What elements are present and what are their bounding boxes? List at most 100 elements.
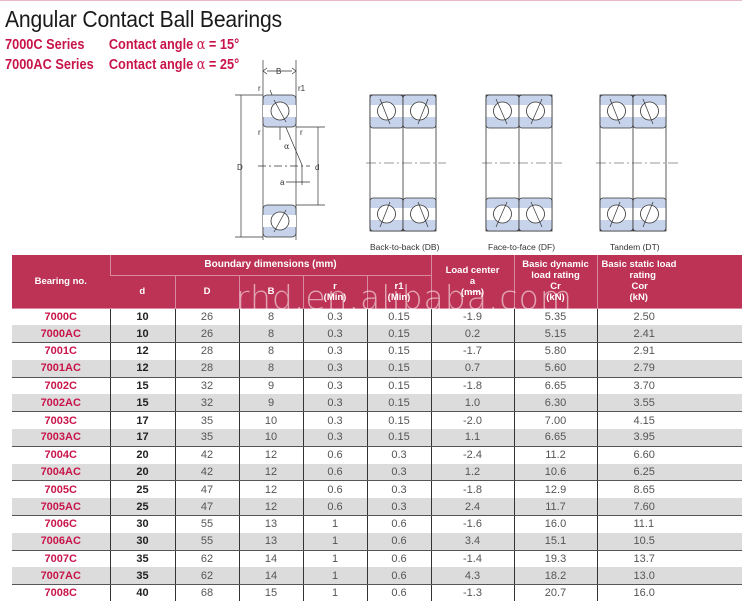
cell-r: 0.6 [302,480,367,499]
cell-B: 14 [238,567,303,586]
cell-d: 30 [109,515,175,533]
cell-Cor: 3.55 [596,394,742,413]
cell-a: 1.1 [430,429,514,447]
cell-Cr: 10.6 [513,463,597,482]
cell-r: 0.6 [302,498,367,517]
cell-B: 15 [238,584,303,601]
cell-Cor: 3.95 [596,429,742,447]
cell-D: 42 [174,446,239,464]
svg-text:r: r [258,84,261,93]
cell-B: 12 [238,480,303,499]
series-7000ac: 7000AC Series Contact angle α = 25° [5,57,239,73]
cell-D: 32 [174,394,239,413]
cell-Cr: 7.00 [513,411,597,430]
cell-Cr: 16.0 [513,515,597,533]
top-border [0,0,742,1]
table-row: 7005C 25 47 12 0.6 0.3 -1.8 12.9 8.65 [12,480,742,499]
cell-d: 35 [109,567,175,586]
cell-Cr: 5.35 [513,308,597,326]
svg-text:a: a [280,178,285,187]
cell-d: 20 [109,463,175,482]
cell-Cor: 2.79 [596,359,742,378]
svg-text:d: d [315,163,319,172]
col-B: B [238,275,303,309]
cell-r1: 0.3 [366,480,431,499]
cell-d: 10 [109,308,175,326]
cell-d: 12 [109,359,175,378]
series-name: 7000AC Series [5,57,94,73]
col-load-center: Load center a (mm) [430,255,514,309]
cell-B: 12 [238,446,303,464]
cell-B: 13 [238,532,303,551]
cell-Cor: 6.60 [596,446,742,464]
table-row: 7007C 35 62 14 1 0.6 -1.4 19.3 13.7 [12,550,742,568]
cell-Cr: 6.30 [513,394,597,413]
cell-B: 8 [238,325,303,344]
cell-r1: 0.6 [366,567,431,586]
cell-a: -1.8 [430,480,514,499]
caption-tandem: Tandem (DT) [610,242,660,252]
caption-face-to-face: Face-to-face (DF) [488,242,556,252]
cell-Cor: 2.50 [596,308,742,326]
cell-r1: 0.6 [366,550,431,568]
table-row: 7004AC 20 42 12 0.6 0.3 1.2 10.6 6.25 [12,463,742,482]
cell-r1: 0.3 [366,446,431,464]
cell-D: 26 [174,325,239,344]
table-row: 7001C 12 28 8 0.3 0.15 -1.7 5.80 2.91 [12,342,742,360]
cell-r1: 0.6 [366,584,431,601]
cell-Cor: 13.7 [596,550,742,568]
cell-no: 7001AC [12,359,110,378]
cell-d: 35 [109,550,175,568]
cell-d: 15 [109,394,175,413]
cell-r1: 0.15 [366,411,431,430]
caption-back-to-back: Back-to-back (DB) [370,242,440,252]
cell-d: 20 [109,446,175,464]
cell-r: 0.3 [302,429,367,447]
cell-Cor: 8.65 [596,480,742,499]
cell-a: 3.4 [430,532,514,551]
cell-r1: 0.6 [366,532,431,551]
cell-Cor: 2.91 [596,342,742,360]
cell-no: 7006AC [12,532,110,551]
cell-r: 0.6 [302,463,367,482]
cell-B: 8 [238,342,303,360]
cell-no: 7003C [44,414,77,427]
cell-r: 0.3 [302,308,367,326]
cell-d: 30 [109,532,175,551]
arrangement-diagrams-db-df [366,94,562,232]
cell-r1: 0.6 [366,515,431,533]
cell-D: 42 [174,463,239,482]
svg-text:D: D [237,163,243,172]
table-row: 7002AC 15 32 9 0.3 0.15 1.0 6.30 3.55 [12,394,742,413]
cell-d: 17 [109,429,175,447]
cell-r1: 0.15 [366,308,431,326]
cell-Cr: 20.7 [513,584,597,601]
col-r: r (Min) [302,275,367,309]
cell-r1: 0.15 [366,394,431,413]
cell-D: 26 [174,308,239,326]
cell-Cor: 11.1 [596,515,742,533]
cell-Cr: 11.7 [513,498,597,517]
svg-text:α: α [284,142,290,151]
cell-d: 15 [109,377,175,395]
cell-a: -1.4 [430,550,514,568]
cell-Cr: 5.80 [513,342,597,360]
cell-a: -1.6 [430,515,514,533]
cell-r1: 0.15 [366,377,431,395]
table-row: 7005AC 25 47 12 0.6 0.3 2.4 11.7 7.60 [12,498,742,517]
page-title: Angular Contact Ball Bearings [5,6,282,32]
svg-text:r: r [258,128,261,137]
table-row: 7003AC 17 35 10 0.3 0.15 1.1 6.65 3.95 [12,429,742,447]
cell-a: 1.0 [430,394,514,413]
cell-no: 7005C [44,483,77,496]
table-row: 7001AC 12 28 8 0.3 0.15 0.7 5.60 2.79 [12,359,742,378]
cell-D: 47 [174,498,239,517]
bearing-spec-table: Bearing no. Boundary dimensions (mm) Loa… [12,255,742,601]
cell-d: 25 [109,498,175,517]
cell-D: 35 [174,411,239,430]
cell-Cor: 7.60 [596,498,742,517]
cell-D: 55 [174,515,239,533]
cell-a: -2.4 [430,446,514,464]
cell-no: 7004AC [12,463,110,482]
table-row: 7007AC 35 62 14 1 0.6 4.3 18.2 13.0 [12,567,742,586]
